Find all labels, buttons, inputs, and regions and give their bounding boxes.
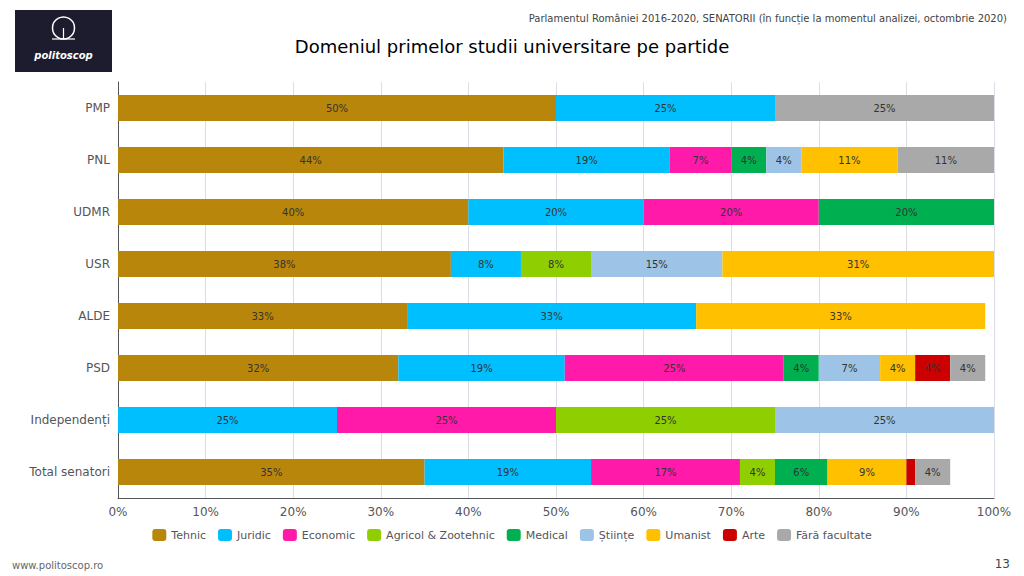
svg-text:19%: 19% — [497, 467, 519, 478]
svg-text:19%: 19% — [470, 363, 492, 374]
svg-text:4%: 4% — [741, 155, 757, 166]
svg-text:Total senatori: Total senatori — [28, 465, 110, 479]
svg-text:4%: 4% — [960, 363, 976, 374]
svg-text:25%: 25% — [873, 415, 895, 426]
svg-text:44%: 44% — [300, 155, 322, 166]
svg-text:www.politoscop.ro: www.politoscop.ro — [12, 560, 103, 571]
svg-text:11%: 11% — [838, 155, 860, 166]
svg-text:20%: 20% — [895, 207, 917, 218]
svg-text:80%: 80% — [805, 505, 832, 519]
svg-text:0%: 0% — [108, 505, 127, 519]
svg-text:PNL: PNL — [87, 153, 110, 167]
svg-text:Independenți: Independenți — [31, 413, 110, 427]
svg-text:Parlamentul României 2016-2020: Parlamentul României 2016-2020, SENATORI… — [529, 13, 1007, 25]
svg-text:30%: 30% — [367, 505, 394, 519]
svg-text:100%: 100% — [977, 505, 1011, 519]
svg-text:Arte: Arte — [742, 529, 765, 542]
svg-text:ALDE: ALDE — [78, 309, 110, 323]
svg-text:25%: 25% — [654, 103, 676, 114]
svg-text:politoscop: politoscop — [33, 50, 92, 61]
svg-text:4%: 4% — [925, 467, 941, 478]
svg-text:Agricol & Zootehnic: Agricol & Zootehnic — [386, 529, 495, 542]
svg-text:9%: 9% — [859, 467, 875, 478]
svg-text:4%: 4% — [890, 363, 906, 374]
svg-text:Domeniul primelor studii unive: Domeniul primelor studii universitare pe… — [295, 36, 729, 57]
svg-text:4%: 4% — [776, 155, 792, 166]
svg-text:33%: 33% — [541, 311, 563, 322]
svg-text:Medical: Medical — [526, 529, 568, 542]
svg-text:25%: 25% — [873, 103, 895, 114]
svg-text:8%: 8% — [478, 259, 494, 270]
svg-text:Fără facultate: Fără facultate — [796, 529, 872, 542]
svg-text:20%: 20% — [280, 505, 307, 519]
svg-text:19%: 19% — [576, 155, 598, 166]
svg-text:20%: 20% — [720, 207, 742, 218]
svg-text:PSD: PSD — [86, 361, 110, 375]
svg-text:8%: 8% — [548, 259, 564, 270]
svg-text:40%: 40% — [282, 207, 304, 218]
svg-text:6%: 6% — [793, 467, 809, 478]
svg-text:Umanist: Umanist — [665, 529, 711, 542]
svg-text:33%: 33% — [251, 311, 273, 322]
svg-text:PMP: PMP — [85, 101, 110, 115]
svg-text:4%: 4% — [750, 467, 766, 478]
svg-text:Științe: Științe — [599, 529, 635, 542]
svg-text:10%: 10% — [192, 505, 219, 519]
svg-text:17%: 17% — [654, 467, 676, 478]
svg-text:35%: 35% — [260, 467, 282, 478]
svg-text:90%: 90% — [893, 505, 920, 519]
svg-text:15%: 15% — [646, 259, 668, 270]
svg-text:25%: 25% — [663, 363, 685, 374]
svg-text:Tehnic: Tehnic — [170, 529, 206, 542]
svg-text:70%: 70% — [718, 505, 745, 519]
svg-text:USR: USR — [85, 257, 110, 271]
svg-text:25%: 25% — [435, 415, 457, 426]
svg-text:Juridic: Juridic — [236, 529, 271, 542]
svg-text:UDMR: UDMR — [73, 205, 110, 219]
svg-text:7%: 7% — [842, 363, 858, 374]
svg-text:11%: 11% — [935, 155, 957, 166]
svg-text:7%: 7% — [693, 155, 709, 166]
svg-text:33%: 33% — [830, 311, 852, 322]
svg-text:4%: 4% — [793, 363, 809, 374]
svg-text:40%: 40% — [455, 505, 482, 519]
svg-text:31%: 31% — [847, 259, 869, 270]
svg-text:25%: 25% — [216, 415, 238, 426]
svg-text:60%: 60% — [630, 505, 657, 519]
svg-text:50%: 50% — [543, 505, 570, 519]
svg-text:25%: 25% — [654, 415, 676, 426]
svg-text:32%: 32% — [247, 363, 269, 374]
svg-text:38%: 38% — [273, 259, 295, 270]
svg-text:13: 13 — [995, 557, 1010, 571]
svg-text:50%: 50% — [326, 103, 348, 114]
svg-text:Economic: Economic — [302, 529, 355, 542]
svg-text:20%: 20% — [545, 207, 567, 218]
svg-text:4%: 4% — [925, 363, 941, 374]
